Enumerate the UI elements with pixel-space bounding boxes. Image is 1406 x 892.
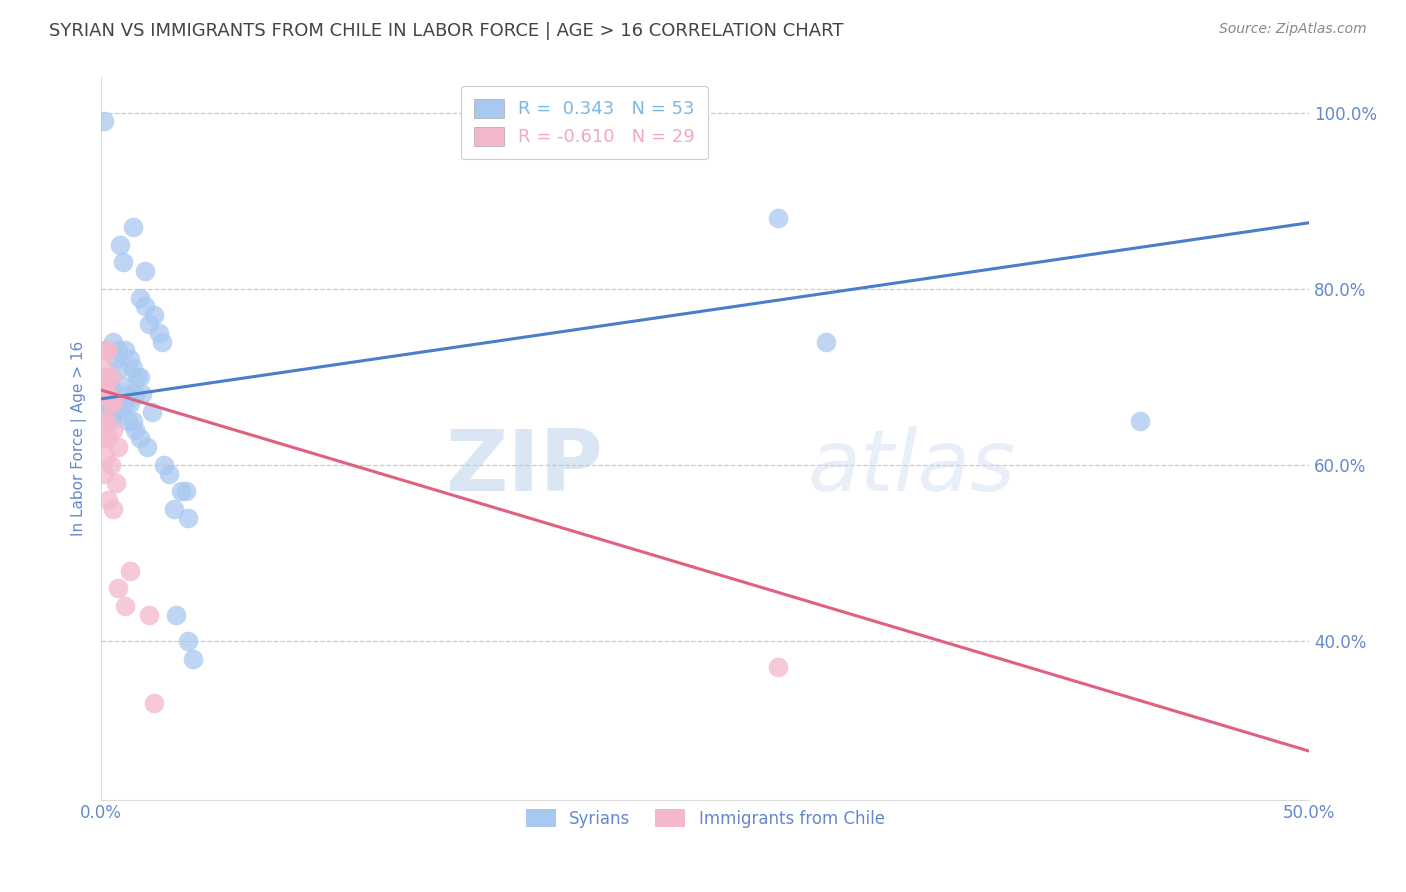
Point [120, 396, 142, 410]
Point [97, 405, 120, 419]
Point [93, 414, 115, 428]
Point [131, 387, 153, 401]
Point [177, 510, 200, 524]
Point [766, 660, 789, 674]
Point [94, 449, 117, 463]
Point [814, 334, 837, 349]
Point [93, 432, 115, 446]
Point [100, 369, 122, 384]
Point [134, 264, 156, 278]
Point [766, 211, 789, 226]
Point [181, 651, 204, 665]
Point [97, 493, 120, 508]
Point [93, 387, 115, 401]
Text: SYRIAN VS IMMIGRANTS FROM CHILE IN LABOR FORCE | AGE > 16 CORRELATION CHART: SYRIAN VS IMMIGRANTS FROM CHILE IN LABOR… [49, 22, 844, 40]
Point [100, 396, 122, 410]
Point [127, 369, 149, 384]
Point [107, 440, 129, 454]
Point [138, 317, 160, 331]
Point [93, 114, 115, 128]
Point [136, 440, 159, 454]
Point [117, 387, 139, 401]
Point [94, 369, 117, 384]
Point [120, 352, 142, 367]
Point [110, 237, 132, 252]
Point [103, 423, 125, 437]
Point [138, 607, 160, 622]
Point [177, 634, 200, 648]
Point [114, 343, 136, 358]
Point [94, 414, 117, 428]
Point [103, 502, 125, 516]
Point [134, 299, 156, 313]
Point [94, 369, 117, 384]
Point [128, 291, 150, 305]
Point [110, 361, 132, 376]
Point [104, 475, 127, 490]
Point [157, 467, 180, 481]
Point [103, 396, 125, 410]
Point [107, 343, 129, 358]
Point [103, 334, 125, 349]
Point [143, 308, 166, 322]
Point [107, 405, 129, 419]
Point [103, 405, 125, 419]
Point [104, 352, 127, 367]
Point [114, 396, 136, 410]
Point [93, 396, 115, 410]
Point [121, 220, 143, 235]
Point [100, 414, 122, 428]
Point [97, 432, 120, 446]
Point [111, 378, 134, 392]
Point [104, 396, 127, 410]
Point [162, 502, 184, 516]
Point [111, 255, 134, 269]
Point [107, 581, 129, 595]
Text: atlas: atlas [808, 425, 1015, 508]
Point [128, 369, 150, 384]
Point [121, 361, 143, 376]
Point [124, 423, 146, 437]
Point [174, 484, 197, 499]
Point [153, 458, 176, 472]
Point [93, 343, 115, 358]
Point [100, 378, 122, 392]
Point [1129, 414, 1152, 428]
Point [143, 696, 166, 710]
Point [124, 387, 146, 401]
Point [170, 484, 193, 499]
Point [121, 414, 143, 428]
Point [141, 405, 163, 419]
Point [128, 432, 150, 446]
Point [97, 343, 120, 358]
Point [93, 361, 115, 376]
Point [165, 607, 187, 622]
Point [117, 414, 139, 428]
Point [97, 378, 120, 392]
Point [100, 458, 122, 472]
Legend: Syrians, Immigrants from Chile: Syrians, Immigrants from Chile [519, 803, 891, 835]
Point [97, 387, 120, 401]
Point [148, 326, 170, 340]
Point [120, 564, 142, 578]
Y-axis label: In Labor Force | Age > 16: In Labor Force | Age > 16 [72, 341, 87, 536]
Point [93, 467, 115, 481]
Point [114, 599, 136, 613]
Point [94, 343, 117, 358]
Text: ZIP: ZIP [444, 425, 602, 508]
Text: Source: ZipAtlas.com: Source: ZipAtlas.com [1219, 22, 1367, 37]
Point [94, 387, 117, 401]
Point [150, 334, 173, 349]
